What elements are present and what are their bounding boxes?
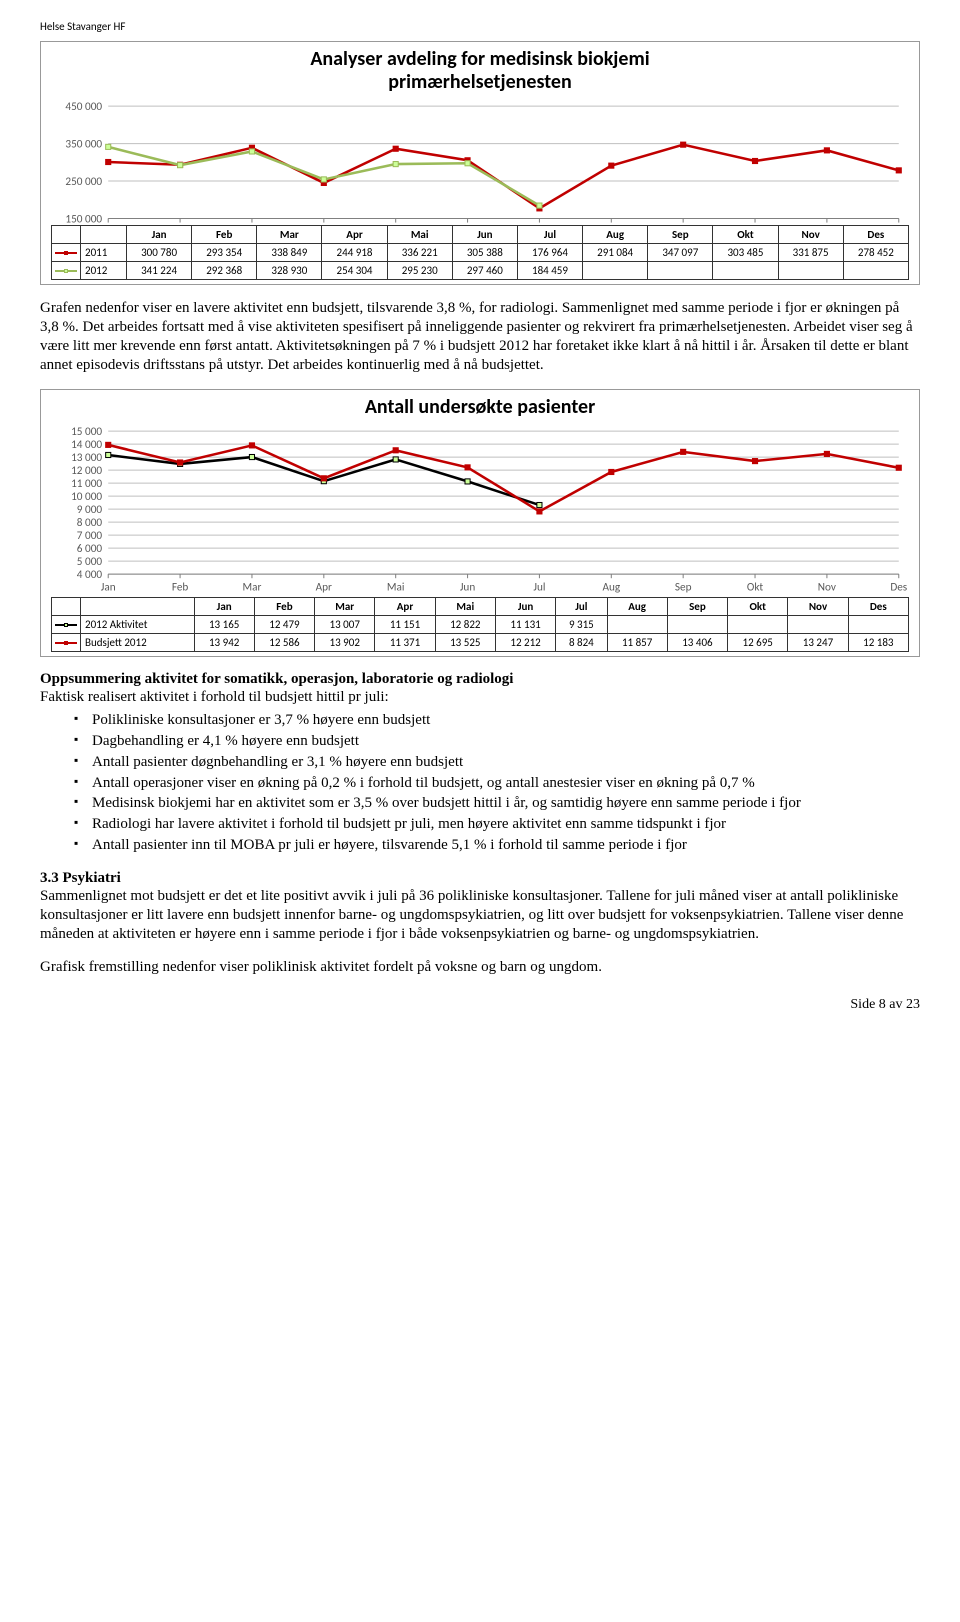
summary-bullet: Polikliniske konsultasjoner er 3,7 % høy… <box>74 711 920 731</box>
section-33-heading: 3.3 Psykiatri <box>40 870 920 887</box>
svg-text:12 000: 12 000 <box>71 465 102 479</box>
svg-text:Apr: Apr <box>316 581 332 595</box>
chart-2-svg: 4 0005 0006 0007 0008 0009 00010 00011 0… <box>51 425 909 597</box>
svg-text:Aug: Aug <box>602 581 620 595</box>
summary-bullets: Polikliniske konsultasjoner er 3,7 % høy… <box>40 711 920 856</box>
svg-text:15 000: 15 000 <box>71 426 102 440</box>
svg-text:11 000: 11 000 <box>71 478 102 492</box>
svg-text:9 000: 9 000 <box>77 504 103 518</box>
summary-bullet: Antall operasjoner viser en økning på 0,… <box>74 774 920 794</box>
svg-text:Feb: Feb <box>172 581 189 595</box>
svg-text:Jun: Jun <box>460 581 475 595</box>
chart-1-title-line1: Analyser avdeling for medisinsk biokjemi <box>310 47 649 71</box>
summary-bullet: Antall pasienter inn til MOBA pr juli er… <box>74 836 920 856</box>
svg-text:450 000: 450 000 <box>65 100 102 114</box>
summary-bullet: Radiologi har lavere aktivitet i forhold… <box>74 815 920 835</box>
svg-text:4 000: 4 000 <box>77 569 103 583</box>
svg-text:150 000: 150 000 <box>65 213 102 225</box>
chart-1-table: JanFebMarAprMaiJunJulAugSepOktNovDes 201… <box>51 225 909 280</box>
svg-text:Mai: Mai <box>387 581 405 595</box>
svg-text:350 000: 350 000 <box>65 138 102 152</box>
summary-bullet: Dagbehandling er 4,1 % høyere enn budsje… <box>74 732 920 752</box>
chart-1-box: Analyser avdeling for medisinsk biokjemi… <box>40 41 920 285</box>
svg-text:Sep: Sep <box>675 581 692 595</box>
svg-text:Mar: Mar <box>243 581 262 595</box>
section-33-body: Sammenlignet mot budsjett er det et lite… <box>40 887 920 945</box>
svg-text:Nov: Nov <box>818 581 836 595</box>
svg-text:Jan: Jan <box>101 581 116 595</box>
svg-text:Jul: Jul <box>533 581 545 595</box>
svg-text:5 000: 5 000 <box>77 556 103 570</box>
svg-text:6 000: 6 000 <box>77 543 103 557</box>
svg-text:7 000: 7 000 <box>77 530 103 544</box>
paragraph-1: Grafen nedenfor viser en lavere aktivite… <box>40 299 920 376</box>
org-header: Helse Stavanger HF <box>40 20 920 33</box>
svg-text:8 000: 8 000 <box>77 517 103 531</box>
chart-1-svg: 150 000 250 000 350 000 450 000 <box>51 100 909 225</box>
summary-bullet: Antall pasienter døgnbehandling er 3,1 %… <box>74 753 920 773</box>
chart-1-title: Analyser avdeling for medisinsk biokjemi… <box>51 48 909 94</box>
summary-bullet: Medisinsk biokjemi har en aktivitet som … <box>74 794 920 814</box>
page-number: Side 8 av 23 <box>40 997 920 1013</box>
summary-heading: Oppsummering aktivitet for somatikk, ope… <box>40 671 920 688</box>
chart-2-box: Antall undersøkte pasienter 4 0005 0006 … <box>40 389 920 657</box>
summary-lead: Faktisk realisert aktivitet i forhold ti… <box>40 688 920 707</box>
chart-2-table: JanFebMarAprMaiJunJulAugSepOktNovDes 201… <box>51 597 909 652</box>
svg-text:Des: Des <box>890 581 907 595</box>
svg-text:14 000: 14 000 <box>71 439 102 453</box>
svg-text:Okt: Okt <box>747 581 763 595</box>
section-33-trail: Grafisk fremstilling nedenfor viser poli… <box>40 958 920 977</box>
svg-text:10 000: 10 000 <box>71 491 102 505</box>
chart-2-title: Antall undersøkte pasienter <box>51 396 909 419</box>
svg-text:250 000: 250 000 <box>65 175 102 189</box>
chart-1-title-line2: primærhelsetjenesten <box>388 70 571 94</box>
svg-text:13 000: 13 000 <box>71 452 102 466</box>
